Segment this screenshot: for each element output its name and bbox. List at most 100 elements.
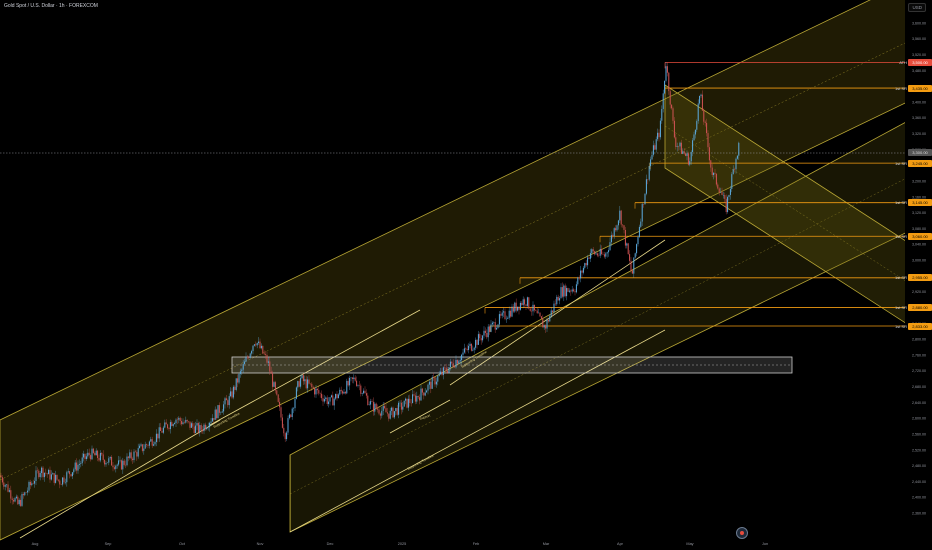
candle-body [416, 395, 418, 402]
candle-body [377, 408, 379, 410]
candle-body [650, 159, 652, 167]
sr-level-label: 1st SR [894, 160, 907, 166]
currency-button[interactable]: USD [908, 3, 926, 12]
trendline-oct[interactable] [209, 309, 421, 426]
candle-body [116, 464, 118, 466]
candle-body [244, 361, 246, 365]
candle-body [311, 383, 313, 387]
candle-body [511, 306, 513, 317]
candle-body [193, 426, 195, 433]
candle-body [648, 166, 650, 180]
candle-body [703, 110, 705, 122]
candle-body [571, 289, 573, 292]
candle-body [238, 373, 240, 383]
candle-body [434, 377, 436, 385]
candle-body [417, 395, 419, 398]
descending-channel[interactable] [664, 84, 932, 341]
candle-body [62, 477, 64, 485]
candle-body [101, 452, 103, 455]
candle-body [480, 338, 482, 341]
candle-body [413, 394, 415, 396]
candle-body [67, 471, 69, 473]
candle-body [395, 408, 397, 412]
candle-body [585, 263, 587, 266]
candle-body [445, 367, 447, 372]
candle-body [69, 471, 71, 475]
sr-price-tag: 3,060.00 [908, 232, 932, 240]
candle-body [140, 444, 142, 446]
candle-body [392, 407, 394, 418]
candle-body [644, 193, 646, 205]
candle-body [113, 467, 115, 469]
candle-body [10, 490, 12, 499]
candle-body [267, 361, 269, 363]
candle-body [209, 422, 211, 428]
candle-body [241, 369, 243, 372]
candle-body [314, 388, 316, 395]
candle-body [718, 188, 720, 193]
candle-body [584, 263, 586, 268]
candle-body [8, 490, 10, 492]
candle-body [169, 422, 171, 430]
candle-body [80, 463, 82, 464]
candle-body [224, 398, 226, 405]
candle-body [606, 252, 608, 254]
candle-body [330, 395, 332, 398]
candle-body [715, 173, 717, 185]
candle-body [74, 462, 76, 470]
candle-body [281, 417, 283, 428]
candle-body [343, 391, 345, 394]
candle-body [561, 287, 563, 297]
candle-body [668, 72, 670, 92]
time-tick-label: Dec [327, 542, 334, 546]
candle-body [490, 324, 492, 332]
candle-body [666, 66, 668, 73]
candle-body [521, 302, 523, 306]
candle-body [179, 417, 181, 422]
candle-body [482, 335, 484, 341]
candle-body [472, 349, 474, 351]
candle-body [38, 470, 40, 478]
candle-body [139, 445, 141, 449]
trendline-mar[interactable] [449, 239, 666, 386]
candle-body [335, 393, 337, 399]
trendline-long[interactable] [289, 329, 666, 533]
candle-body [256, 342, 258, 346]
candle-body [1, 477, 3, 483]
candle-body [713, 172, 715, 175]
candle-body [325, 397, 327, 400]
candle-body [526, 297, 528, 306]
candle-body [76, 462, 78, 471]
candle-body [517, 306, 519, 311]
candle-body [160, 427, 162, 431]
candle-body [679, 142, 681, 147]
candle-body [448, 367, 450, 373]
candle-body [470, 343, 472, 351]
candle-body [431, 377, 433, 389]
candle-body [316, 388, 318, 391]
candle-body [615, 228, 617, 231]
candle-body [360, 385, 362, 394]
candle-body [346, 380, 348, 394]
candle-body [592, 249, 594, 252]
candle-body [217, 405, 219, 419]
price-tick-label: 3,200.00 [912, 179, 926, 183]
candle-body [34, 480, 36, 484]
candle-body [605, 253, 607, 257]
symbol-title: Gold Spot / U.S. Dollar · 1h · FOREXCOM [4, 3, 98, 9]
candle-body [588, 257, 590, 259]
candle-body [421, 388, 423, 393]
event-badge-icon[interactable] [736, 527, 748, 539]
candle-body [424, 392, 426, 396]
candle-body [277, 394, 279, 402]
candle-body [269, 361, 271, 372]
candle-body [28, 481, 30, 491]
trendline-dec[interactable] [389, 399, 451, 434]
candle-body [287, 418, 289, 433]
candle-body [171, 422, 173, 427]
candle-body [227, 400, 229, 406]
candle-body [7, 484, 9, 492]
candle-body [714, 172, 716, 174]
